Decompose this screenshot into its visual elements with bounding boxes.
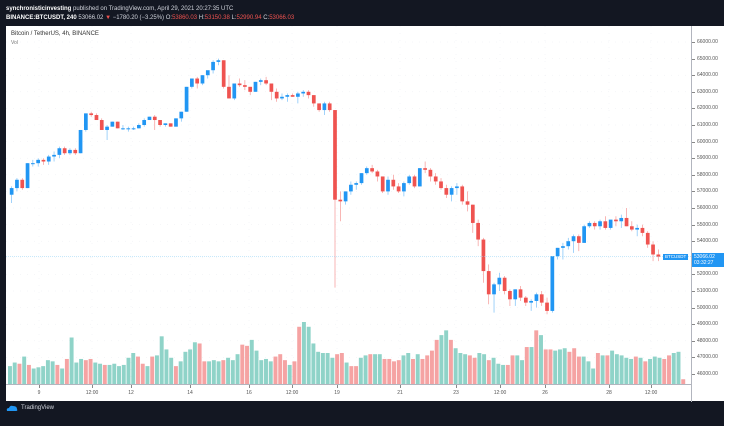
price-axis-label: 61000.00 (697, 122, 718, 128)
price-axis-label: 48000.00 (697, 337, 718, 344)
price-axis-label: 49000.00 (697, 321, 718, 328)
price-axis-label: 55000.00 (697, 221, 718, 228)
plot-area[interactable]: Bitcoin / TetherUS, 4h, BINANCE Vol (6, 26, 692, 384)
price-tick (692, 125, 695, 126)
price-change: −1780.20 (−3.25%) (112, 15, 165, 21)
time-tick (500, 385, 501, 388)
time-axis-label: 28 (606, 390, 612, 396)
time-axis-label: 12:00 (493, 390, 507, 396)
time-tick (337, 385, 338, 388)
price-tick (692, 108, 695, 110)
symbol-line: BINANCE:BTCUSDT, 240 (6, 15, 77, 21)
price-axis-label: 56000.00 (697, 205, 718, 211)
chart-area[interactable]: Bitcoin / TetherUS, 4h, BINANCE Vol 9 12:… (6, 26, 724, 402)
last-price-tag: 53066.02 03:32:27 (692, 252, 724, 267)
price-tick (692, 224, 695, 226)
symbol-tag: BTCUSDT (663, 253, 689, 260)
time-axis-label: 12:00 (644, 390, 658, 396)
time-axis-label: 23 (453, 390, 459, 396)
price-axis-label: 58000.00 (697, 171, 718, 178)
price-tick (692, 274, 695, 276)
time-tick (39, 385, 40, 388)
time-axis[interactable]: 9 12:00 12 14 16 12:00 19 21 23 12:00 26 28 12:00 (6, 384, 692, 402)
time-axis-label: 9 (37, 390, 41, 396)
close-label: C: (263, 15, 270, 21)
price-axis-label: 46000.00 (697, 371, 718, 377)
price-tick (692, 208, 695, 209)
price-tick (692, 357, 695, 359)
open-label: O: (165, 15, 173, 21)
time-tick (190, 385, 191, 388)
price-tick (692, 75, 695, 77)
price-axis-label: 57000.00 (697, 188, 718, 195)
price-tick (692, 307, 695, 309)
time-axis-label: 12 (128, 390, 134, 396)
price-axis-label: 47000.00 (697, 354, 718, 361)
price-axis-label: 64000.00 (697, 72, 718, 79)
footer: TradingView (6, 404, 54, 412)
price-tick (692, 191, 695, 193)
price-axis-label: 59000.00 (697, 155, 718, 162)
close-value: 53066.03 (269, 15, 295, 21)
publisher-name[interactable]: synchronisticinvesting (6, 6, 72, 12)
bar-countdown: 03:32:27 (694, 259, 714, 266)
time-axis-label: 12:00 (285, 390, 299, 396)
time-tick (651, 385, 652, 388)
time-tick (456, 385, 457, 388)
price-tick (692, 42, 695, 43)
tradingview-brand[interactable]: TradingView (21, 405, 55, 411)
candlestick-chart (6, 26, 691, 384)
low-label: L: (231, 15, 237, 21)
tradingview-logo-icon (6, 405, 18, 411)
chart-legend-title: Bitcoin / TetherUS, 4h, BINANCE (11, 31, 99, 37)
price-tick (692, 374, 695, 375)
price-tick (692, 241, 695, 243)
time-axis-label: 21 (397, 390, 403, 396)
volume-legend: Vol (11, 40, 18, 46)
price-tick (692, 324, 695, 326)
high-label: H: (198, 15, 205, 21)
time-tick (92, 385, 93, 388)
time-tick (400, 385, 401, 388)
price-tick (692, 174, 695, 176)
chart-header: synchronisticinvesting published on Trad… (6, 5, 294, 23)
price-tick (692, 91, 695, 93)
time-axis-label: 19 (334, 390, 340, 396)
price-axis-label: 50000.00 (697, 304, 718, 311)
published-text: published on TradingView.com, April 29, … (73, 6, 234, 12)
time-axis-label: 14 (187, 390, 193, 396)
price-axis-label: 51000.00 (697, 288, 718, 294)
time-axis-label: 16 (246, 390, 252, 396)
price-axis-label: 63000.00 (697, 88, 718, 95)
time-tick (292, 385, 293, 388)
high-value: 53150.38 (204, 15, 230, 21)
price-axis-label: 66000.00 (697, 39, 718, 45)
last-price: 53066.02 (78, 15, 104, 21)
price-axis-label: 62000.00 (697, 105, 718, 112)
price-tick (692, 340, 695, 342)
time-tick (545, 385, 546, 388)
time-axis-label: 12:00 (85, 390, 99, 396)
price-tick (692, 58, 695, 60)
price-axis-label: 60000.00 (697, 138, 718, 145)
down-arrow-icon: ▼ (105, 15, 112, 21)
time-tick (249, 385, 250, 388)
time-tick (609, 385, 610, 388)
price-axis[interactable]: 66000.00 65000.00 64000.00 63000.00 62000.00… (692, 26, 724, 401)
price-axis-label: 52000.00 (697, 271, 718, 278)
low-value: 52990.94 (236, 15, 262, 21)
last-price-tag-value: 53066.02 (694, 253, 715, 260)
price-tick (692, 158, 695, 160)
time-tick (131, 385, 132, 388)
open-value: 53860.03 (172, 15, 198, 21)
time-axis-label: 26 (542, 390, 548, 396)
price-axis-label: 65000.00 (697, 55, 718, 62)
price-axis-label: 54000.00 (697, 238, 718, 245)
price-tick (692, 291, 695, 292)
price-tick (692, 141, 695, 143)
